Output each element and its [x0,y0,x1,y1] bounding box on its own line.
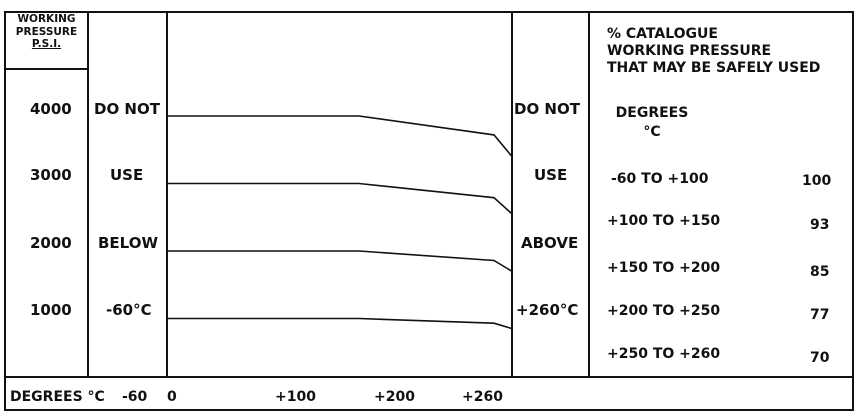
left-label: USE [110,166,144,184]
y-tick-label: 4000 [30,100,72,118]
outer-border [4,11,854,411]
table-title-line: THAT MAY BE SAFELY USED [607,60,821,76]
y-tick-label: 1000 [30,301,72,319]
pressure-header-line: P.S.I. [31,38,62,50]
series-line [167,250,513,272]
chart-svg [4,11,854,411]
series-line [167,115,513,158]
table-title-line: % CATALOGUE [607,26,718,42]
series-line [167,182,513,215]
x-tick-label: -60 [122,389,148,405]
x-axis-label: DEGREES °C [10,389,105,405]
degrees-header-line: °C [643,124,661,140]
table-title: % CATALOGUE WORKING PRESSURE THAT MAY BE… [607,26,820,77]
y-tick-label: 3000 [30,166,72,184]
table-row-range: +250 TO +260 [607,346,721,362]
series-layer [167,115,513,330]
table-row-range: +200 TO +250 [607,303,721,319]
left-label: BELOW [98,234,158,252]
right-label: USE [534,166,568,184]
left-label: -60°C [106,301,152,319]
pressure-header-line: WORKING [17,13,76,25]
right-label: +260°C [516,301,579,319]
x-tick-label: +100 [275,389,316,405]
table-row-range: -60 TO +100 [611,171,709,187]
degrees-header: DEGREES °C [612,106,692,139]
y-tick-label: 2000 [30,234,72,252]
table-row-pct: 70 [810,350,830,366]
right-label: ABOVE [521,234,579,252]
table-title-line: WORKING PRESSURE [607,43,772,59]
pressure-header-line: PRESSURE [15,25,78,38]
pressure-header: WORKING PRESSURE P.S.I. [5,14,88,50]
left-label: DO NOT [94,100,160,118]
right-label: DO NOT [514,100,580,118]
table-row-range: +150 TO +200 [607,260,721,276]
degrees-header-line: DEGREES [615,105,689,121]
x-tick-label: +200 [374,389,415,405]
table-row-range: +100 TO +150 [607,213,721,229]
table-row-pct: 85 [810,264,830,280]
chart-frame: WORKING PRESSURE P.S.I. 4000 3000 2000 1… [4,11,854,411]
series-line [167,317,513,330]
x-tick-label: +260 [462,389,503,405]
table-row-pct: 100 [802,173,832,189]
table-row-pct: 93 [810,217,830,233]
table-row-pct: 77 [810,307,830,323]
x-tick-label: 0 [167,389,177,405]
